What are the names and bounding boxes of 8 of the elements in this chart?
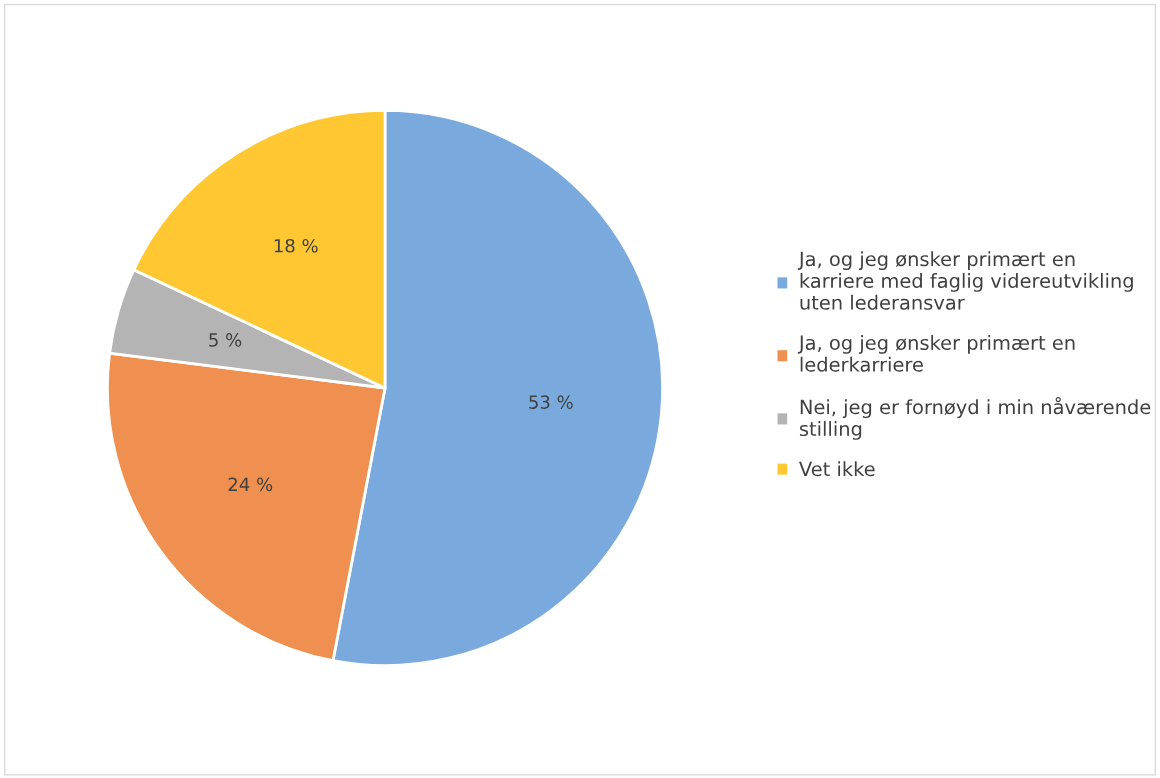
data-label: 18 % — [274, 238, 318, 253]
data-label: 53 % — [529, 395, 573, 409]
legend-label: Ja, og jeg ønsker primært en lederkarriere — [797, 335, 1075, 372]
legend-label: Vet ikke — [799, 461, 875, 477]
legend-label: Nei, jeg er fornøyd i min nåværende stilling — [799, 396, 1151, 440]
legend-label: Ja, og jeg ønsker primært en karriere med faglig videreutvikling uten lederansvar — [797, 251, 1133, 310]
data-label: 24 % — [228, 477, 273, 492]
data-label: 5 % — [209, 333, 242, 347]
